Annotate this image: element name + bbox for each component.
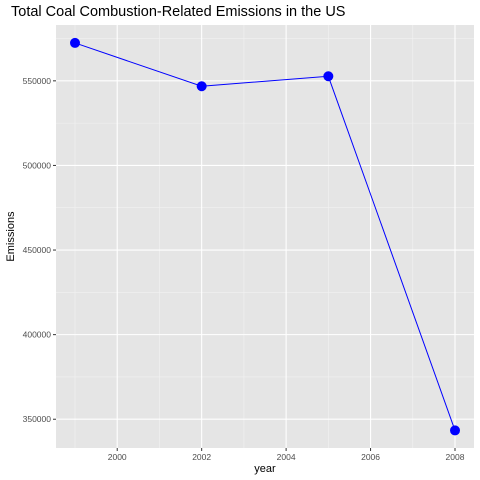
minor-gridlines [56,25,474,448]
x-axis-title: year [254,463,276,475]
x-tick-label: 2008 [446,452,465,462]
major-gridlines [56,25,474,448]
plot-panel [56,25,474,448]
data-point [70,37,80,48]
y-axis: 350000 400000 450000 500000 550000 [23,76,56,424]
data-point [450,425,460,436]
x-axis: 2000 2002 2004 2006 2008 [108,448,465,462]
series-line [74,42,456,431]
y-tick-label: 450000 [23,245,52,255]
y-tick-label: 350000 [23,414,52,424]
data-point [323,71,334,82]
y-axis-title: Emissions [5,211,17,262]
x-tick-label: 2004 [277,452,296,462]
x-tick-label: 2002 [192,452,211,462]
y-tick-label: 400000 [23,330,52,340]
chart-title: Total Coal Combustion-Related Emissions … [11,4,345,20]
data-point [196,81,207,92]
y-tick-label: 550000 [23,76,52,86]
x-tick-label: 2000 [108,452,127,462]
y-tick-label: 500000 [23,160,52,170]
series-group [70,37,460,436]
x-tick-label: 2006 [361,452,380,462]
